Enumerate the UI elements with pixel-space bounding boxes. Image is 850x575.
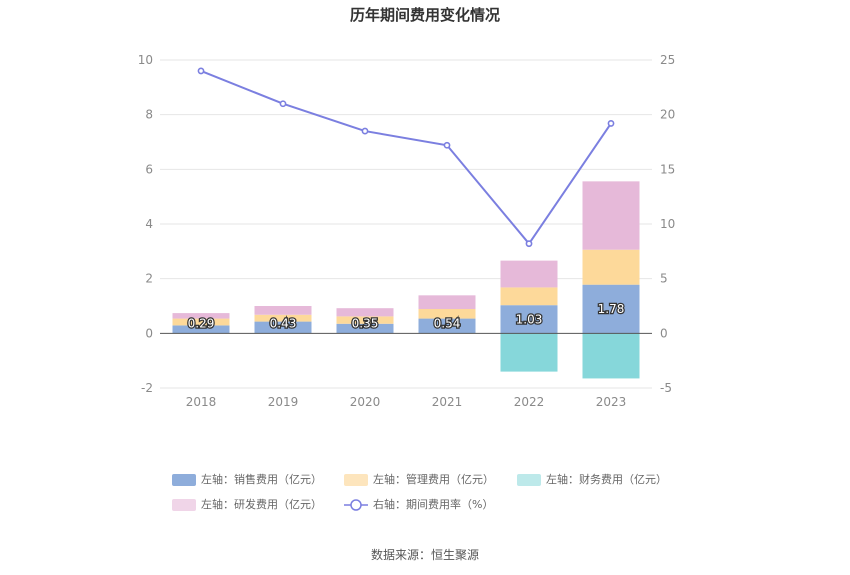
y-right-tick-label: 0 (660, 326, 668, 340)
bar-segment (172, 325, 230, 334)
x-tick-label: 2019 (268, 395, 299, 409)
data-label: 1.03 (516, 312, 543, 326)
y-right-tick-label: 15 (660, 162, 675, 176)
data-label: 1.78 (598, 302, 625, 316)
y-right-tick-label: 20 (660, 108, 675, 122)
rate-line (197, 67, 615, 248)
legend-label-sales: 左轴：销售费用（亿元） (201, 473, 322, 486)
rate-point (197, 67, 205, 75)
bar-segment (500, 333, 558, 372)
x-tick-label: 2018 (186, 395, 217, 409)
bar-series (172, 181, 640, 379)
bar-segment (500, 287, 558, 306)
bar-segment (254, 306, 312, 315)
bar-segment (336, 323, 394, 334)
rate-point (361, 127, 369, 135)
legend-label-admin: 左轴：管理费用（亿元） (373, 473, 494, 486)
bar-segment (172, 318, 230, 326)
bar-segment (500, 305, 558, 334)
y-right-tick-label: 10 (660, 217, 675, 231)
bar-segment (336, 308, 394, 317)
y-left-tick-label: 0 (145, 326, 153, 340)
bar-segment (172, 313, 230, 319)
bar-segment (254, 314, 312, 322)
bar-segment (582, 249, 640, 285)
x-tick-label: 2020 (350, 395, 381, 409)
data-label: 0.54 (434, 316, 461, 330)
legend-swatch-rd (172, 499, 196, 511)
chart-title: 历年期间费用变化情况 (349, 6, 500, 24)
rate-point (443, 141, 451, 149)
bar-segment (254, 321, 312, 334)
legend-label-rate: 右轴：期间费用率（%） (373, 498, 494, 511)
bar-segment (418, 318, 476, 334)
data-label: 0.43 (270, 316, 297, 330)
y-left-tick-label: 10 (138, 53, 153, 67)
legend-line-icon (344, 499, 368, 511)
y-right-tick-label: 25 (660, 53, 675, 67)
bar-segment (336, 316, 394, 324)
rate-point (607, 120, 615, 127)
data-label: 0.29 (188, 316, 215, 330)
legend-swatch-finance (517, 474, 541, 486)
x-tick-label: 2021 (432, 395, 463, 409)
data-labels: 0.29 0.43 0.35 0.54 1.03 1.78 (186, 301, 625, 332)
y-left-tick-label: 4 (145, 217, 153, 231)
bar-segment (418, 295, 476, 310)
bar-segment (582, 181, 640, 250)
legend-label-finance: 左轴：财务费用（亿元） (546, 473, 667, 486)
y-left-tick-label: 8 (145, 108, 153, 122)
bar-segment (500, 260, 558, 288)
rate-point (525, 240, 533, 248)
y-right-tick-label: -5 (660, 381, 672, 395)
y-left-tick-label: 6 (145, 162, 153, 176)
legend-label-rd: 左轴：研发费用（亿元） (201, 498, 322, 511)
y-left-tick-label: -2 (141, 381, 153, 395)
y-left-tick-label: 2 (145, 272, 153, 286)
y-right-tick-label: 5 (660, 272, 668, 286)
bar-segment (582, 284, 640, 334)
gridlines (160, 59, 652, 389)
x-tick-label: 2023 (596, 395, 627, 409)
rate-point (279, 100, 287, 108)
bar-segment (418, 309, 476, 319)
x-tick-label: 2022 (514, 395, 545, 409)
bar-segment (582, 333, 640, 379)
rate-line-path (200, 70, 612, 246)
legend-swatch-admin (344, 474, 368, 486)
legend-swatch-sales (172, 474, 196, 486)
data-label: 0.35 (352, 316, 379, 330)
data-source: 数据来源：恒生聚源 (370, 548, 479, 562)
